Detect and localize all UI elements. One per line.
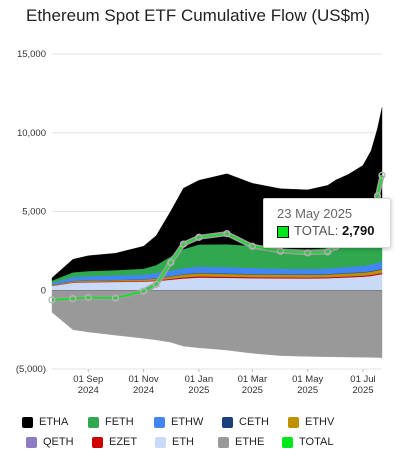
x-tick-label: 01 Mar — [238, 374, 268, 385]
area-ethe — [51, 290, 383, 358]
legend-item-feth[interactable]: FETH — [88, 413, 134, 431]
total-point — [139, 287, 148, 295]
total-point — [323, 248, 332, 256]
total-point — [276, 247, 285, 255]
legend-item-ceth[interactable]: CETH — [222, 413, 269, 431]
tooltip-value-line: TOTAL: 2,790 — [294, 223, 374, 238]
y-tick-label: 15,000 — [17, 49, 46, 60]
legend-label: ETHV — [305, 416, 335, 428]
total-point — [248, 242, 257, 250]
legend-item-ezet[interactable]: EZET — [92, 433, 137, 451]
legend-swatch — [88, 416, 99, 428]
legend-label: EZET — [109, 436, 138, 448]
y-tick-label: 5,000 — [22, 207, 46, 218]
total-point — [304, 249, 312, 257]
x-tick-year: 2024 — [78, 385, 99, 396]
legend-item-etha[interactable]: ETHA — [22, 413, 68, 431]
legend-item-qeth[interactable]: QETH — [26, 433, 74, 451]
x-tick-year: 2025 — [242, 385, 263, 396]
tooltip-value: 2,790 — [341, 223, 375, 238]
legend-swatch — [222, 416, 233, 428]
tooltip-label: TOTAL: — [294, 223, 339, 238]
legend-item-ethe[interactable]: ETHE — [218, 433, 264, 451]
x-tick-label: 01 May — [292, 374, 323, 385]
legend-item-ethw[interactable]: ETHW — [154, 413, 203, 431]
tooltip-swatch — [277, 226, 289, 238]
legend-swatch — [288, 416, 299, 428]
x-tick-label: 01 Jan — [185, 374, 214, 385]
legend-label: ETHA — [39, 416, 69, 428]
total-point — [223, 229, 231, 238]
total-point — [48, 296, 56, 304]
legend-swatch — [92, 436, 103, 448]
chart-title: Ethereum Spot ETF Cumulative Flow (US$m) — [26, 6, 370, 25]
x-tick-year: 2025 — [297, 385, 318, 396]
legend-label: FETH — [105, 416, 134, 428]
total-point — [378, 171, 386, 179]
legend-label: ETHW — [171, 416, 204, 428]
x-tick-year: 2024 — [133, 385, 154, 396]
total-point — [152, 280, 160, 288]
legend-item-ethv[interactable]: ETHV — [288, 413, 334, 431]
total-point — [195, 233, 203, 241]
legend-label: ETHE — [235, 436, 265, 448]
legend-label: QETH — [43, 436, 74, 448]
legend-item-total[interactable]: TOTAL — [282, 433, 333, 451]
x-tick-label: 01 Nov — [129, 374, 159, 385]
total-point — [167, 258, 175, 267]
chart-legend: ETHA FETH ETHW CETH ETHV QETH EZET ETH ETHE TOTA… — [22, 413, 402, 453]
hover-tooltip: 23 May 2025 TOTAL: 2,790 — [263, 198, 391, 248]
legend-label: TOTAL — [299, 436, 334, 448]
legend-row: QETH EZET ETH ETHE TOTAL — [22, 433, 402, 453]
legend-label: ETH — [172, 436, 194, 448]
y-tick-label: (5,000) — [16, 364, 46, 375]
x-tick-label: 01 Sep — [73, 374, 103, 385]
legend-swatch — [26, 436, 37, 448]
y-tick-label: 10,000 — [17, 128, 46, 139]
legend-swatch — [282, 436, 293, 448]
total-point — [179, 240, 188, 248]
y-axis-ticks: 15,000 10,000 5,000 0 (5,000) — [16, 49, 46, 375]
x-tick-label: 01 Jul — [350, 374, 375, 385]
legend-item-eth[interactable]: ETH — [155, 433, 194, 451]
total-point — [84, 293, 92, 302]
legend-swatch — [22, 416, 33, 428]
x-tick-year: 2025 — [352, 385, 373, 396]
total-point — [69, 295, 77, 303]
tooltip-date: 23 May 2025 — [277, 206, 353, 221]
legend-swatch — [154, 416, 165, 428]
legend-swatch — [155, 436, 166, 448]
legend-swatch — [218, 436, 229, 448]
legend-label: CETH — [239, 416, 269, 428]
y-tick-label: 0 — [41, 285, 46, 296]
total-point — [111, 294, 120, 302]
x-tick-year: 2025 — [188, 385, 209, 396]
legend-row: ETHA FETH ETHW CETH ETHV — [22, 413, 402, 433]
